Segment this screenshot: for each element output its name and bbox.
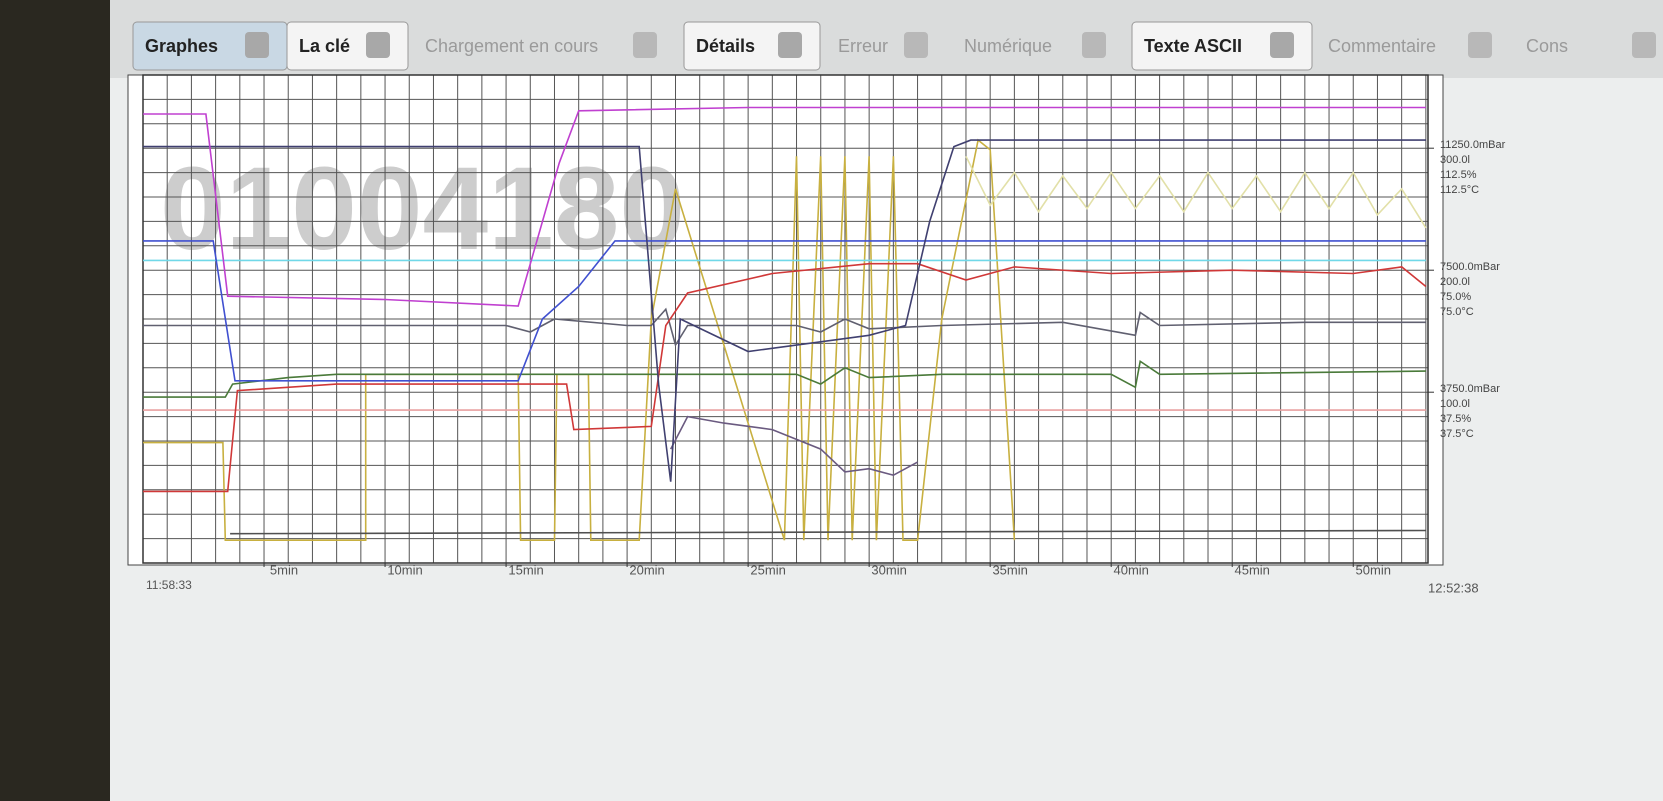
x-tick-label: 50min — [1356, 562, 1391, 577]
tab[interactable]: La clé — [287, 22, 408, 70]
x-tick-label: 45min — [1235, 562, 1270, 577]
y-tick-label: 7500.0mBar — [1440, 261, 1500, 273]
tab-label: Chargement en cours — [425, 36, 598, 56]
y-tick-label: 3750.0mBar — [1440, 383, 1500, 395]
tab[interactable]: Numérique — [964, 32, 1106, 58]
page: 01004180 11:58:33 12:52:38 Graphes La clé… — [0, 0, 1663, 801]
start-time: 11:58:33 — [146, 578, 192, 592]
tab-icon — [778, 32, 802, 58]
tab-icon — [366, 32, 390, 58]
tab[interactable]: Erreur — [838, 32, 928, 58]
tab-label: Commentaire — [1328, 36, 1436, 56]
tab-label: Cons — [1526, 36, 1568, 56]
watermark: 01004180 — [160, 143, 685, 275]
y-tick-label: 112.5°C — [1440, 184, 1479, 196]
tab[interactable]: Texte ASCII — [1132, 22, 1312, 70]
tab-label: Détails — [696, 36, 755, 56]
tab-label: Graphes — [145, 36, 218, 56]
y-tick-label: 100.0l — [1440, 398, 1470, 410]
end-time: 12:52:38 — [1428, 580, 1479, 595]
x-tick-label: 35min — [992, 562, 1027, 577]
tab-label: Erreur — [838, 36, 888, 56]
tab[interactable]: Graphes — [133, 22, 287, 70]
tab-icon — [1082, 32, 1106, 58]
y-tick-label: 37.5°C — [1440, 428, 1474, 440]
tab-label: Texte ASCII — [1144, 36, 1242, 56]
tab-label: La clé — [299, 36, 350, 56]
y-tick-label: 75.0% — [1440, 291, 1471, 303]
tab-icon — [245, 32, 269, 58]
tab-icon — [1632, 32, 1656, 58]
y-tick-label: 11250.0mBar — [1440, 139, 1506, 151]
tab-label: Numérique — [964, 36, 1052, 56]
tab-icon — [1270, 32, 1294, 58]
x-tick-label: 5min — [270, 562, 298, 577]
x-tick-label: 15min — [508, 562, 543, 577]
y-tick-label: 200.0l — [1440, 276, 1470, 288]
x-tick-label: 40min — [1113, 562, 1148, 577]
y-tick-label: 75.0°C — [1440, 306, 1474, 318]
x-tick-label: 25min — [750, 562, 785, 577]
x-tick-label: 20min — [629, 562, 664, 577]
tab-icon — [633, 32, 657, 58]
y-tick-label: 300.0l — [1440, 154, 1470, 166]
y-tick-label: 112.5% — [1440, 169, 1477, 181]
screen: 01004180 11:58:33 12:52:38 Graphes La clé… — [0, 0, 1663, 801]
x-tick-label: 30min — [871, 562, 906, 577]
tab-icon — [904, 32, 928, 58]
y-tick-label: 37.5% — [1440, 413, 1471, 425]
tab-icon — [1468, 32, 1492, 58]
x-tick-label: 10min — [387, 562, 422, 577]
tab[interactable]: Détails — [684, 22, 820, 70]
